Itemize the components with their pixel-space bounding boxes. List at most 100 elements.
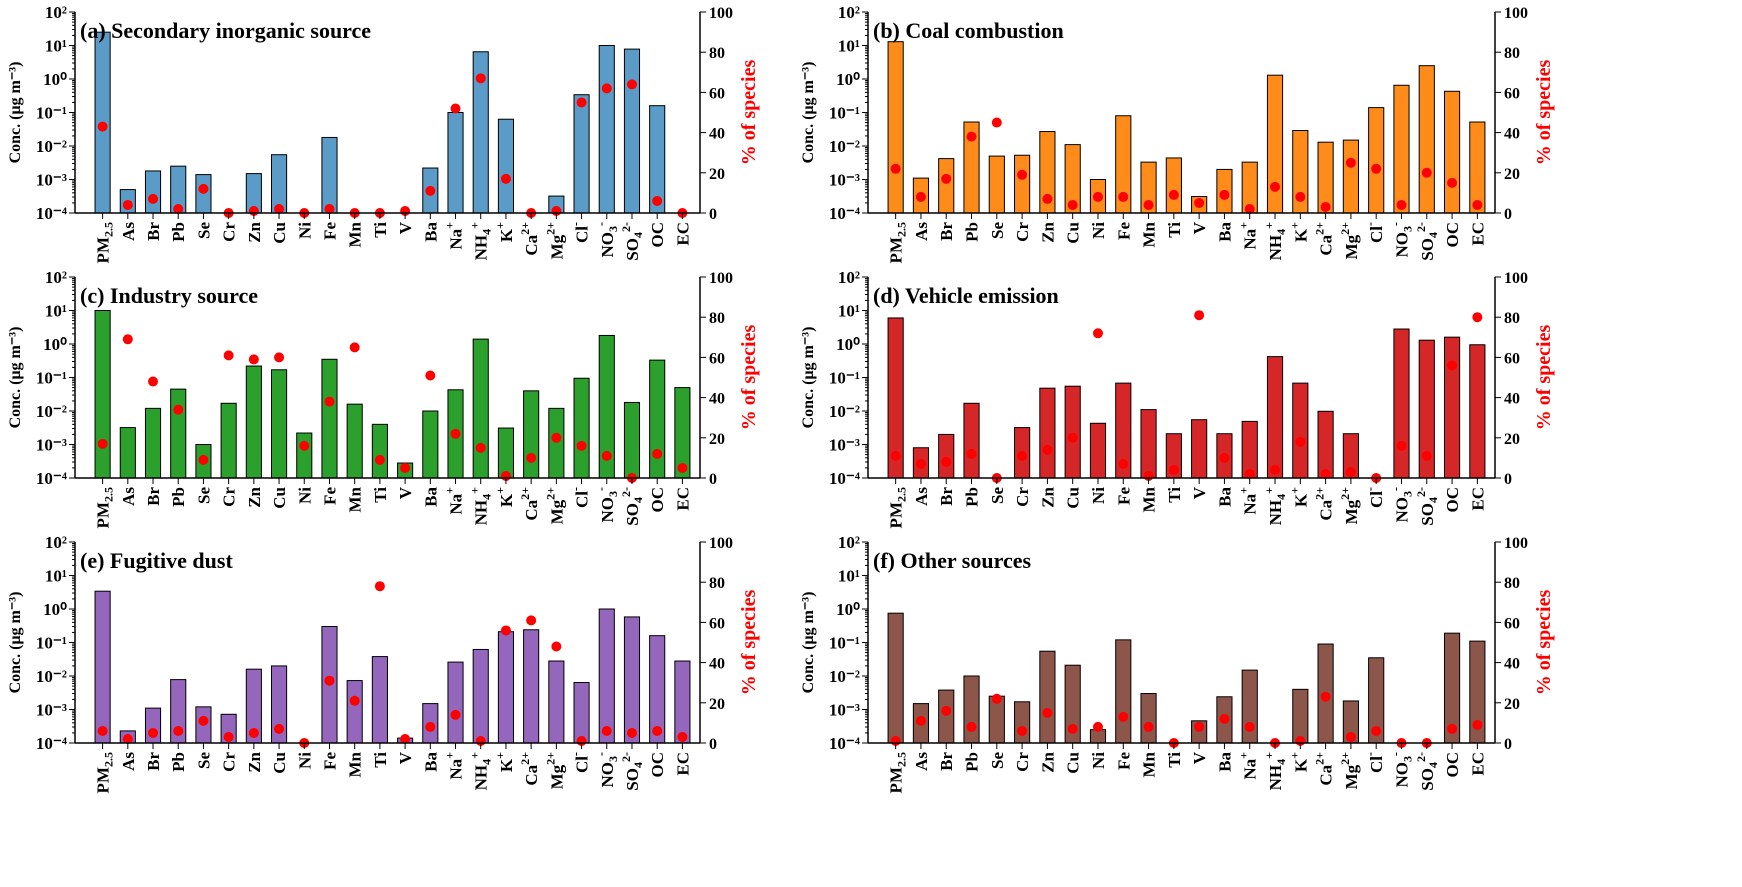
x-label-sup: + (1237, 752, 1251, 759)
x-label-main: Mg (1342, 764, 1361, 789)
x-label-main: Cl (573, 491, 592, 508)
x-tick-label: OC (1443, 487, 1462, 513)
dot-Se (991, 117, 1002, 128)
x-label-main: Cu (270, 752, 289, 774)
bar-NO3- (598, 45, 615, 214)
x-label-main: Cl (1367, 491, 1386, 508)
y-tick-label: 10⁰ (836, 70, 860, 89)
x-label-sup: 2+ (543, 487, 557, 500)
bar-Ti (371, 423, 388, 479)
x-label-sup: + (1287, 222, 1301, 229)
x-tick-label: Cl- (569, 487, 592, 508)
dot-Se (198, 183, 209, 194)
x-label-main: V (1190, 221, 1209, 234)
x-label-main: Na (1241, 228, 1260, 249)
x-label-sup: + (443, 487, 457, 494)
x-label-main: Zn (245, 751, 264, 772)
bar-Mg2+ (548, 407, 565, 479)
x-tick-label: Zn (1038, 221, 1057, 242)
y2-tick-label: 20 (709, 431, 725, 448)
y2-tick-label: 60 (1504, 615, 1520, 632)
dot-Ni (299, 440, 310, 451)
x-label-sub: 4 (631, 497, 645, 503)
x-tick-label: Cr (1013, 487, 1032, 507)
x-label-sup: 2+ (1338, 487, 1352, 500)
x-label-main: Ni (295, 752, 314, 769)
x-label-sup: + (443, 752, 457, 759)
x-label-sub: 2.5 (895, 222, 909, 237)
x-label-main: PM (94, 237, 113, 263)
x-label-main: NO (598, 232, 617, 258)
dot-Mn (349, 695, 360, 706)
dot-PM2.5 (890, 450, 901, 461)
x-tick-label: Fe (320, 487, 339, 505)
x-tick-label: NO3- (594, 487, 620, 523)
x-label-main: Cr (220, 222, 239, 242)
x-label-main: K (497, 493, 516, 507)
bar-NO3- (1393, 328, 1410, 479)
x-label-sup: + (468, 222, 482, 229)
x-label-sub: 4 (480, 759, 494, 765)
dot-Na+ (450, 103, 461, 114)
y2-tick-label: 60 (1504, 350, 1520, 367)
dot-Br (148, 376, 159, 387)
x-label-main: As (119, 752, 138, 771)
dot-Ba (425, 721, 436, 732)
dot-Cl- (1371, 163, 1382, 174)
bar-Br (144, 170, 162, 214)
x-label-main: Zn (245, 221, 264, 242)
panel-2: 10⁻⁴10⁻³10⁻²10⁻¹10⁰10¹10²020406080100PM2… (7, 268, 760, 528)
y-tick-label: 10⁰ (43, 600, 67, 619)
x-tick-label: PM2.5 (887, 222, 909, 263)
x-label-main: EC (673, 752, 692, 776)
dot-Na+ (1244, 203, 1255, 214)
x-label-main: Zn (245, 486, 264, 507)
y-tick-label: 10⁻¹ (36, 634, 67, 653)
x-label-sup: 2- (1414, 487, 1428, 497)
x-label-sup: 2+ (1313, 222, 1327, 235)
x-label-main: EC (1468, 222, 1487, 246)
y2-tick-label: 80 (709, 310, 725, 327)
x-label-main: Cr (220, 487, 239, 507)
x-label-main: Br (937, 222, 956, 241)
x-label-main: Mg (547, 234, 566, 259)
bar-K+ (497, 118, 514, 214)
x-tick-label: Br (144, 752, 163, 771)
dot-NO3- (601, 725, 612, 736)
y-tick-label: 10⁻³ (829, 701, 860, 720)
panel-title: (b) Coal combustion (873, 18, 1064, 43)
bar-SO42- (623, 48, 641, 214)
x-tick-label: Zn (245, 751, 264, 772)
panel-title: (f) Other sources (873, 548, 1031, 573)
x-label-sub: 3 (606, 491, 620, 497)
y-tick-label: 10⁰ (43, 335, 67, 354)
x-label-sup: - (594, 487, 608, 491)
x-tick-label: Br (144, 487, 163, 506)
x-tick-label: NO3- (1388, 752, 1414, 788)
y-tick-label: 10⁻² (36, 402, 67, 421)
y-tick-label: 10¹ (838, 302, 860, 321)
bar-OC (1443, 336, 1461, 479)
x-tick-label: Cu (1064, 752, 1083, 774)
x-tick-label: Ca2+ (518, 487, 541, 521)
dot-V (400, 733, 411, 744)
x-label-main: NO (1392, 232, 1411, 258)
dot-As (122, 199, 133, 210)
dot-Br (941, 456, 952, 467)
x-tick-label: Mg2+ (1338, 487, 1361, 525)
dot-Fe (1118, 191, 1129, 202)
x-tick-label: K+ (493, 222, 516, 242)
bar-Se (988, 155, 1005, 214)
y-tick-label: 10⁻³ (36, 701, 67, 720)
x-label-main: Mg (547, 499, 566, 524)
x-tick-label: Mn (346, 486, 365, 512)
dot-NO3- (1396, 440, 1407, 451)
x-tick-label: Se (988, 487, 1007, 504)
x-label-main: PM (887, 237, 906, 263)
x-tick-label: Cl- (1363, 222, 1386, 243)
x-label-main: SO (623, 238, 642, 261)
y-tick-label: 10⁻² (829, 402, 860, 421)
x-label-main: Na (447, 493, 466, 514)
x-label-sup: - (569, 222, 583, 226)
